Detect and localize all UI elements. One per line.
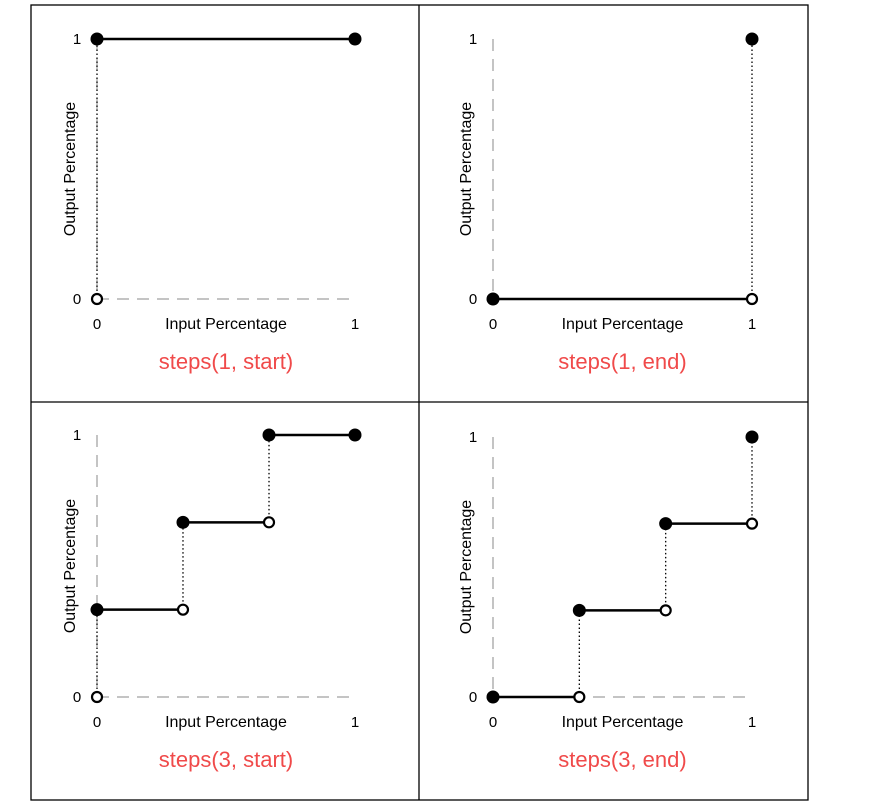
y-axis-label: Output Percentage xyxy=(62,102,79,236)
filled-point-1 xyxy=(486,292,500,306)
open-point-1 xyxy=(745,292,759,306)
x-axis-label: Input Percentage xyxy=(165,714,287,731)
filled-point-1 xyxy=(90,603,104,617)
filled-point-1 xyxy=(90,32,104,46)
filled-point-2 xyxy=(348,32,362,46)
x-tick-label-1: 1 xyxy=(351,316,359,333)
panel-caption: steps(3, start) xyxy=(159,747,293,772)
y-tick-label-0: 0 xyxy=(73,291,81,308)
chart-panel-3: 0 1 0 1 Input Percentage Output Percentage ste… xyxy=(62,427,362,772)
chart-panels: 0 1 0 1 Input Percentage Output Percentage ste… xyxy=(62,31,759,772)
x-axis-label: Input Percentage xyxy=(165,316,287,333)
filled-point-1 xyxy=(486,690,500,704)
y-tick-label-1: 1 xyxy=(73,427,81,444)
chart-panel-4: 0 1 0 1 Input Percentage Output Percentage ste… xyxy=(458,429,759,772)
x-tick-label-0: 0 xyxy=(489,316,497,333)
x-tick-label-0: 0 xyxy=(93,316,101,333)
open-point-1 xyxy=(90,690,104,704)
chart-panel-1: 0 1 0 1 Input Percentage Output Percentage ste… xyxy=(62,31,362,374)
x-tick-label-1: 1 xyxy=(748,316,756,333)
y-axis-label: Output Percentage xyxy=(458,500,475,634)
open-point-2 xyxy=(659,604,672,617)
y-tick-label-0: 0 xyxy=(73,689,81,706)
y-tick-label-1: 1 xyxy=(469,429,477,446)
open-point-1 xyxy=(573,690,586,704)
open-point-3 xyxy=(745,517,759,530)
open-point-1 xyxy=(90,292,104,306)
x-tick-label-0: 0 xyxy=(93,714,101,731)
y-tick-label-0: 0 xyxy=(469,291,477,308)
filled-point-2 xyxy=(745,32,759,46)
y-tick-label-1: 1 xyxy=(73,31,81,48)
x-axis-label: Input Percentage xyxy=(562,316,684,333)
y-axis-label: Output Percentage xyxy=(458,102,475,236)
filled-point-4 xyxy=(745,430,759,444)
y-axis-label: Output Percentage xyxy=(62,499,79,633)
x-tick-label-1: 1 xyxy=(748,714,756,731)
y-tick-label-0: 0 xyxy=(469,689,477,706)
filled-point-3 xyxy=(659,517,673,531)
filled-point-4 xyxy=(348,428,362,442)
filled-point-2 xyxy=(176,515,190,529)
y-tick-label-1: 1 xyxy=(469,31,477,48)
x-tick-label-0: 0 xyxy=(489,714,497,731)
panel-caption: steps(3, end) xyxy=(558,747,686,772)
open-point-2 xyxy=(176,603,190,616)
x-axis-label: Input Percentage xyxy=(562,714,684,731)
panel-grid-frame xyxy=(30,4,809,801)
panel-caption: steps(1, end) xyxy=(558,349,686,374)
panel-caption: steps(1, start) xyxy=(159,349,293,374)
filled-point-2 xyxy=(572,603,586,617)
x-tick-label-1: 1 xyxy=(351,714,359,731)
open-point-3 xyxy=(262,516,276,529)
chart-panel-2: 0 1 0 1 Input Percentage Output Percentage ste… xyxy=(458,31,759,374)
filled-point-3 xyxy=(262,428,276,442)
